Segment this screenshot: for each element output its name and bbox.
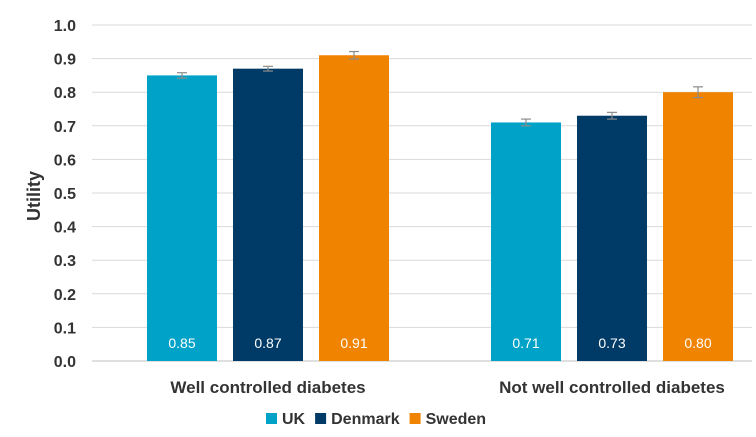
y-tick-label: 0.5 <box>54 186 76 203</box>
y-tick-label: 0.1 <box>54 320 76 337</box>
legend: UK Denmark Sweden <box>266 411 486 428</box>
error-bar <box>607 111 617 120</box>
data-label: 0.80 <box>684 335 711 351</box>
y-tick-label: 0.0 <box>54 354 76 371</box>
category-label: Not well controlled diabetes <box>499 378 725 397</box>
y-tick-label: 0.9 <box>54 52 76 69</box>
bar <box>233 68 303 362</box>
y-tick-label: 0.4 <box>54 220 76 237</box>
y-tick-label: 0.3 <box>54 253 76 270</box>
error-bar <box>693 86 703 99</box>
legend-item: Sweden <box>409 411 486 428</box>
error-bar <box>177 72 187 79</box>
y-tick-label: 0.6 <box>54 152 76 169</box>
error-bar <box>349 50 359 60</box>
y-axis-ticks: 0.0 0.1 0.2 0.3 0.4 0.5 0.6 0.7 0.8 0.9 1.0 <box>54 18 76 371</box>
legend-swatch <box>315 413 327 424</box>
y-tick-label: 0.7 <box>54 119 76 136</box>
data-label: 0.71 <box>512 335 539 351</box>
legend-swatch <box>409 413 421 424</box>
bar <box>491 122 561 361</box>
legend-label: UK <box>282 411 306 428</box>
bar <box>319 55 389 362</box>
data-label: 0.73 <box>598 335 625 351</box>
y-tick-label: 1.0 <box>54 18 76 35</box>
category-label: Well controlled diabetes <box>170 378 365 397</box>
bar <box>577 115 647 361</box>
error-bar <box>521 118 531 127</box>
legend-label: Denmark <box>331 411 400 428</box>
data-label: 0.87 <box>254 335 281 351</box>
error-bar <box>263 65 273 72</box>
legend-item: Denmark <box>315 411 400 428</box>
y-tick-label: 0.2 <box>54 287 76 304</box>
bar <box>663 92 733 361</box>
bar <box>147 75 217 362</box>
data-label: 0.85 <box>168 335 195 351</box>
category-labels: Well controlled diabetes Not well control… <box>170 378 725 397</box>
legend-item: UK <box>266 411 306 428</box>
y-tick-label: 0.8 <box>54 85 76 102</box>
data-label: 0.91 <box>340 335 367 351</box>
legend-swatch <box>266 413 277 424</box>
y-axis-label: Utility <box>24 171 44 221</box>
legend-label: Sweden <box>426 411 486 428</box>
bars: 0.85 0.87 0.91 0.71 0.73 0.80 <box>147 50 733 362</box>
